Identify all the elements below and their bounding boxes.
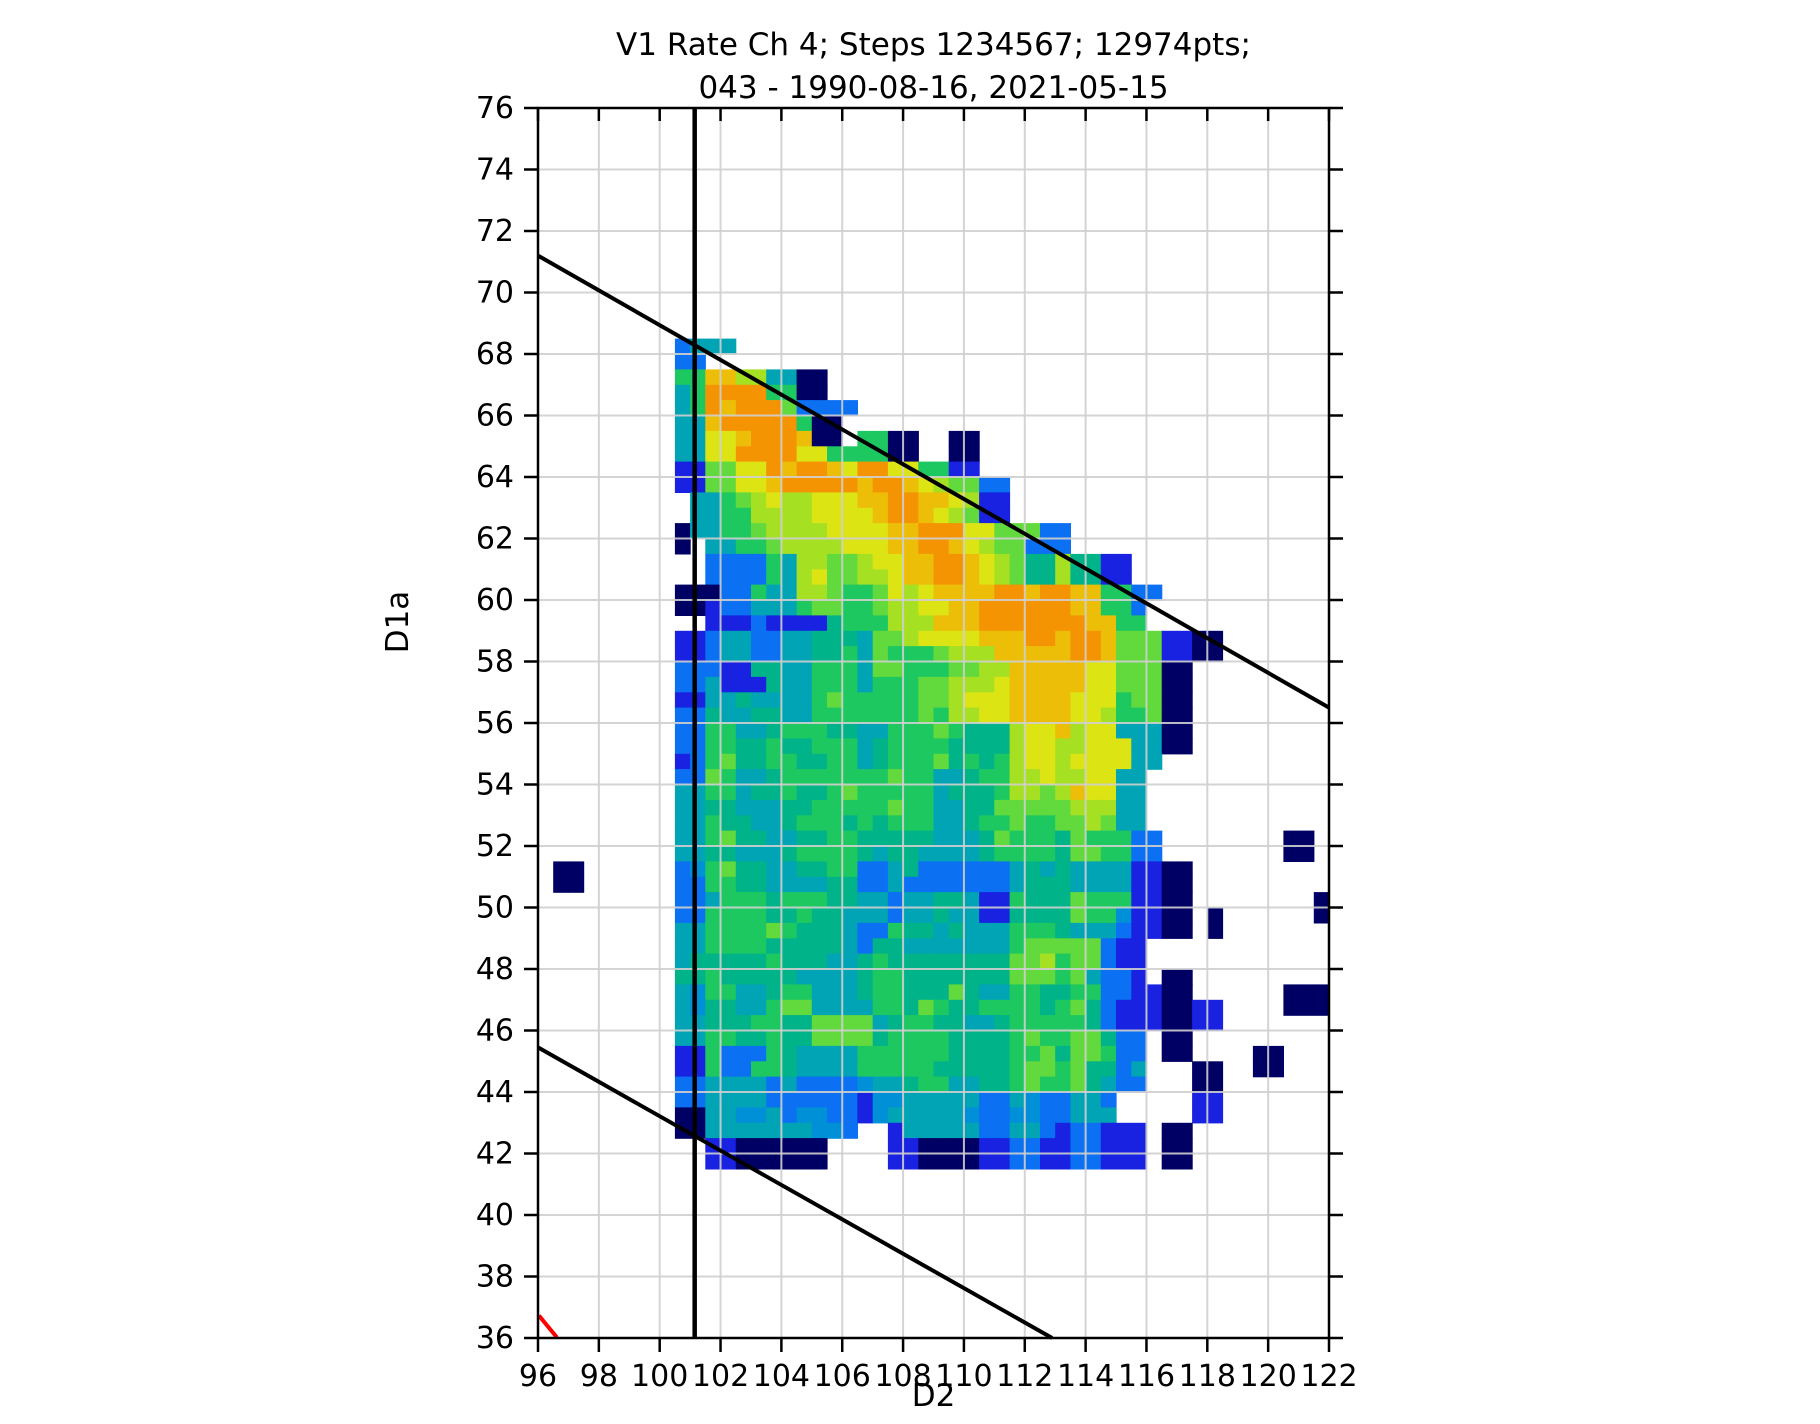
svg-text:122: 122 xyxy=(1300,1359,1357,1394)
svg-text:68: 68 xyxy=(476,337,514,372)
svg-text:54: 54 xyxy=(476,768,514,803)
svg-text:108: 108 xyxy=(874,1359,931,1394)
svg-text:76: 76 xyxy=(476,91,514,126)
chart-title: V1 Rate Ch 4; Steps 1234567; 12974pts; 0… xyxy=(538,24,1329,110)
chart-title-line1: V1 Rate Ch 4; Steps 1234567; 12974pts; xyxy=(616,27,1251,63)
svg-text:46: 46 xyxy=(476,1014,514,1049)
svg-text:66: 66 xyxy=(476,399,514,434)
svg-text:62: 62 xyxy=(476,522,514,557)
svg-text:74: 74 xyxy=(476,153,514,188)
red-curve-segment xyxy=(537,1314,559,1339)
y-tick-labels: 36 38 40 42 44 46 48 50 52 54 56 58 60 62 64 66 68 70 72 74… xyxy=(476,91,514,1356)
svg-text:70: 70 xyxy=(476,276,514,311)
svg-text:60: 60 xyxy=(476,583,514,618)
gridlines xyxy=(538,108,1329,1338)
svg-text:40: 40 xyxy=(476,1198,514,1233)
svg-text:116: 116 xyxy=(1118,1359,1175,1394)
svg-text:50: 50 xyxy=(476,891,514,926)
x-axis-label: D2 xyxy=(911,1378,956,1414)
svg-text:64: 64 xyxy=(476,460,514,495)
axis-ticks xyxy=(524,106,1343,1352)
svg-text:58: 58 xyxy=(476,645,514,680)
svg-text:38: 38 xyxy=(476,1260,514,1295)
svg-text:42: 42 xyxy=(476,1137,514,1172)
svg-text:98: 98 xyxy=(580,1359,618,1394)
diagonal-lower-line xyxy=(537,1045,1054,1340)
diagonal-upper-line xyxy=(537,253,1330,710)
svg-text:100: 100 xyxy=(631,1359,688,1394)
svg-text:112: 112 xyxy=(996,1359,1053,1394)
svg-text:110: 110 xyxy=(935,1359,992,1394)
svg-text:56: 56 xyxy=(476,706,514,741)
svg-text:36: 36 xyxy=(476,1321,514,1356)
svg-text:120: 120 xyxy=(1240,1359,1297,1394)
svg-text:102: 102 xyxy=(692,1359,749,1394)
svg-text:114: 114 xyxy=(1057,1359,1114,1394)
chart-title-line2: 043 - 1990-08-16, 2021-05-15 xyxy=(698,70,1169,106)
svg-text:104: 104 xyxy=(753,1359,810,1394)
heatmap-cells xyxy=(553,338,1330,1170)
svg-text:72: 72 xyxy=(476,214,514,249)
svg-text:52: 52 xyxy=(476,829,514,864)
x-tick-labels: 96 98 100 102 104 106 108 110 112 114 116 118 120 122 xyxy=(519,1359,1358,1394)
svg-text:44: 44 xyxy=(476,1075,514,1110)
svg-text:96: 96 xyxy=(519,1359,557,1394)
svg-text:118: 118 xyxy=(1179,1359,1236,1394)
svg-text:48: 48 xyxy=(476,952,514,987)
svg-text:106: 106 xyxy=(814,1359,871,1394)
plot-border xyxy=(536,106,1331,1340)
